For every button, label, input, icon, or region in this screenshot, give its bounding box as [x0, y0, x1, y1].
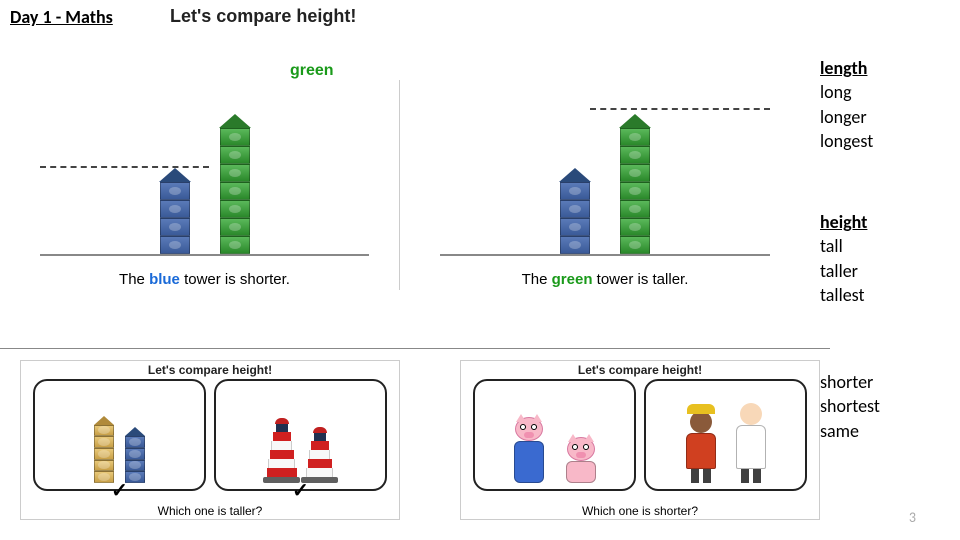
tick-icon: ✓	[292, 478, 309, 503]
vocab-word: shorter	[820, 370, 930, 394]
vocab-length: length long longer longest	[820, 56, 930, 153]
vocab-word: same	[820, 419, 930, 443]
vocab-height-heading: height	[820, 210, 930, 234]
caption-left-word: blue	[149, 271, 180, 288]
option-people	[644, 379, 807, 491]
caption-left: The blue tower is shorter.	[10, 271, 399, 288]
main-heading: Let's compare height!	[170, 6, 356, 27]
caption-right-word: green	[552, 271, 593, 288]
card-right-question: Which one is shorter?	[461, 504, 819, 518]
page-number: 3	[909, 509, 916, 526]
vocab-short: shorter shortest same	[820, 370, 930, 443]
top-comparison-region: green The blue tower is shorter. The gre…	[0, 40, 830, 350]
caption-left-post: tower is shorter.	[184, 271, 290, 288]
panel-taller: The green tower is taller.	[410, 80, 800, 290]
caption-right-post: tower is taller.	[597, 271, 689, 288]
vocab-word: tallest	[820, 283, 930, 307]
tick-icon: ✓	[111, 478, 128, 503]
card-right-title: Let's compare height!	[461, 361, 819, 379]
caption-right-pre: The	[522, 271, 552, 288]
vocab-word: taller	[820, 259, 930, 283]
vocab-word: tall	[820, 234, 930, 258]
option-towers: ✓	[33, 379, 206, 491]
vocab-word: longest	[820, 129, 930, 153]
vocab-word: shortest	[820, 394, 930, 418]
card-shorter-quiz: Let's compare height! Which one is short…	[460, 360, 820, 520]
ground-line	[440, 254, 770, 256]
card-taller-quiz: Let's compare height! ✓ ✓ Which one is t…	[20, 360, 400, 520]
ground-line	[40, 254, 369, 256]
divider	[0, 348, 830, 349]
vocab-word: long	[820, 80, 930, 104]
panel-shorter: The blue tower is shorter.	[10, 80, 400, 290]
option-lighthouses: ✓	[214, 379, 387, 491]
vocab-height: height tall taller tallest	[820, 210, 930, 307]
vocab-word: longer	[820, 105, 930, 129]
towers-left	[105, 94, 305, 254]
green-label: green	[290, 62, 334, 80]
caption-left-pre: The	[119, 271, 149, 288]
card-left-question: Which one is taller?	[21, 504, 399, 518]
page-title: Day 1 - Maths	[10, 6, 113, 28]
card-left-title: Let's compare height!	[21, 361, 399, 379]
option-pigs	[473, 379, 636, 491]
vocab-length-heading: length	[820, 56, 930, 80]
towers-right	[505, 94, 705, 254]
caption-right: The green tower is taller.	[410, 271, 800, 288]
